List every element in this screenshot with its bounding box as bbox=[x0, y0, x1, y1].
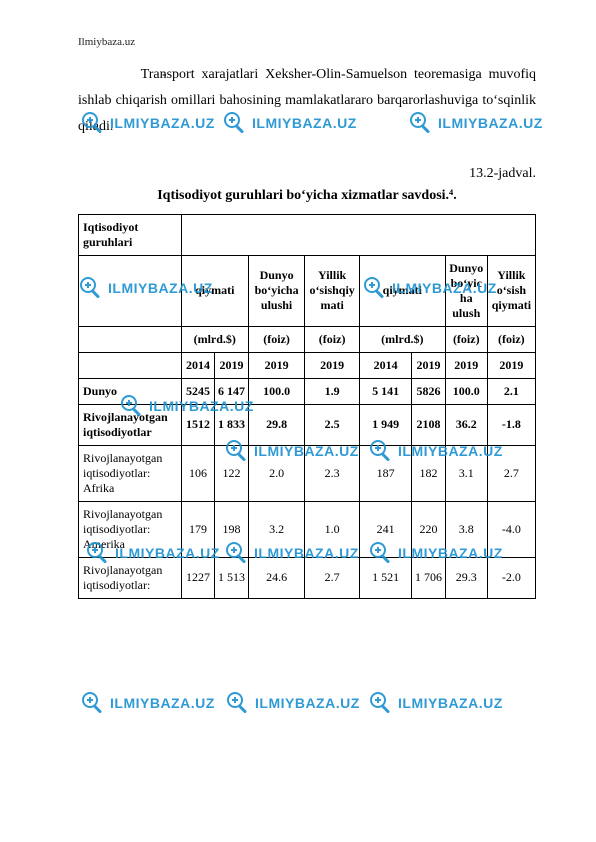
head-yillik-1: Yillik o‘sishqiy mati bbox=[305, 255, 360, 326]
year-6: 2019 bbox=[412, 352, 446, 378]
unit-foiz-2: (foiz) bbox=[305, 326, 360, 352]
year-3: 2019 bbox=[248, 352, 305, 378]
head-dunyo-ulush: Dunyo bo‘yicha ulush bbox=[445, 255, 487, 326]
year-2: 2019 bbox=[215, 352, 249, 378]
unit-mlrd-2: (mlrd.$) bbox=[359, 326, 445, 352]
table-caption: Iqtisodiyot guruhlari bo‘yicha xizmatlar… bbox=[78, 188, 536, 204]
unit-mlrd-1: (mlrd.$) bbox=[181, 326, 248, 352]
table-head: Iqtisodiyot guruhlari qiymati Dunyo bo‘y… bbox=[79, 214, 536, 378]
unit-foiz-1: (foiz) bbox=[248, 326, 305, 352]
page: Ilmiybaza.uz - Transport xarajatlari Xek… bbox=[0, 0, 596, 842]
year-4: 2019 bbox=[305, 352, 360, 378]
table-row: Rivojlanayotgan iqtisodiyotlar 1512 1 83… bbox=[79, 404, 536, 445]
head-qiymati-2: qiymati bbox=[359, 255, 445, 326]
year-8: 2019 bbox=[487, 352, 535, 378]
year-5: 2014 bbox=[359, 352, 411, 378]
year-7: 2019 bbox=[445, 352, 487, 378]
data-table: Iqtisodiyot guruhlari qiymati Dunyo bo‘y… bbox=[78, 214, 536, 599]
head-yillik-2: Yillik o‘sish qiymati bbox=[487, 255, 535, 326]
site-header: Ilmiybaza.uz bbox=[78, 36, 536, 48]
year-1: 2014 bbox=[181, 352, 215, 378]
table-number: 13.2-jadval. bbox=[78, 166, 536, 182]
unit-foiz-3: (foiz) bbox=[445, 326, 487, 352]
table-row: Dunyo 5245 6 147 100.0 1.9 5 141 5826 10… bbox=[79, 378, 536, 404]
paragraph-text: Transport xarajatlari Xeksher-Olin-Samue… bbox=[78, 67, 536, 134]
table-row: Rivojlanayotgan iqtisodiyotlar: Afrika 1… bbox=[79, 445, 536, 501]
dash: - bbox=[120, 62, 134, 88]
unit-foiz-4: (foiz) bbox=[487, 326, 535, 352]
head-dunyo-ulushi: Dunyo bo‘yicha ulushi bbox=[248, 255, 305, 326]
head-qiymati-1: qiymati bbox=[181, 255, 248, 326]
body-paragraph: - Transport xarajatlari Xeksher-Olin-Sam… bbox=[78, 62, 536, 140]
table-row: Rivojlanayotgan iqtisodiyotlar: 1227 1 5… bbox=[79, 557, 536, 598]
table-body: Dunyo 5245 6 147 100.0 1.9 5 141 5826 10… bbox=[79, 378, 536, 598]
table-row: Rivojlanayotgan iqtisodiyotlar: Amerika … bbox=[79, 501, 536, 557]
head-group: Iqtisodiyot guruhlari bbox=[79, 214, 182, 255]
